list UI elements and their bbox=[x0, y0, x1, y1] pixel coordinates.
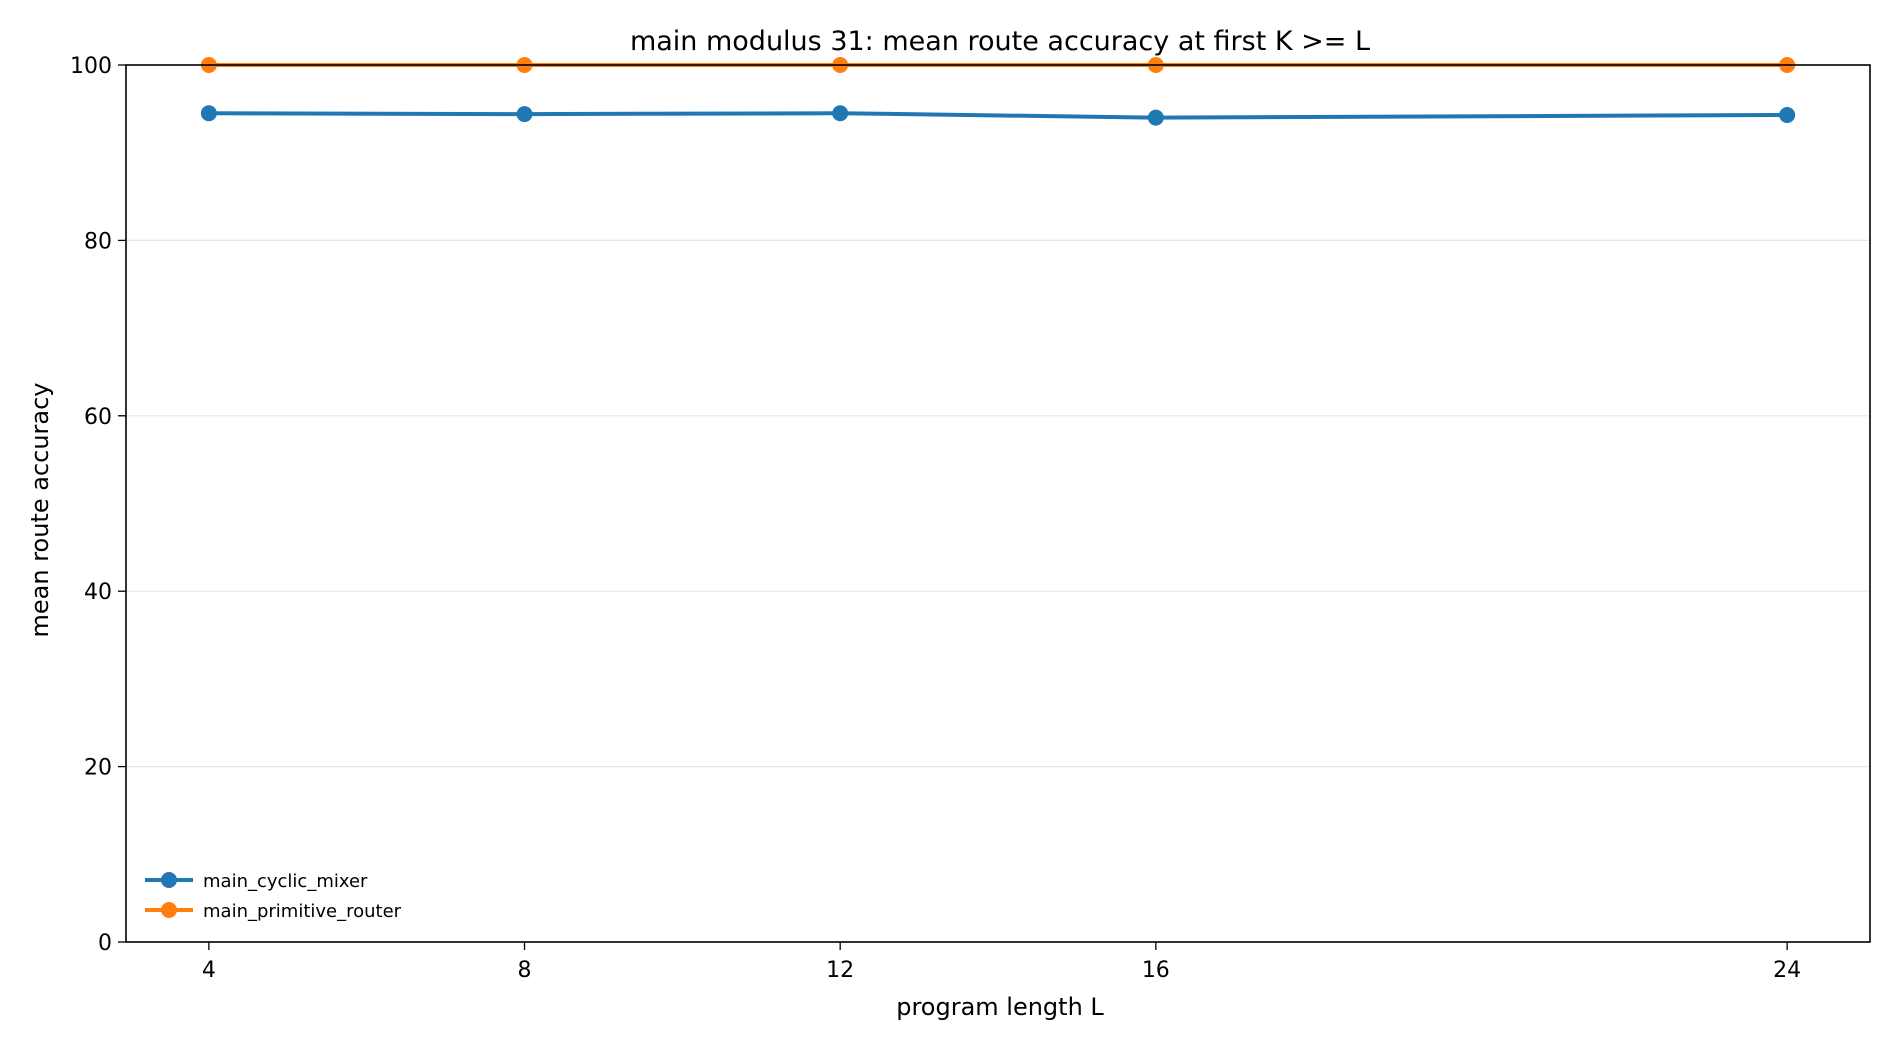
y-axis-label: mean route accuracy bbox=[26, 382, 54, 637]
legend: main_cyclic_mixer main_primitive_router bbox=[145, 871, 402, 922]
data-point-main_cyclic_mixer bbox=[1779, 106, 1796, 123]
data-point-main_cyclic_mixer bbox=[516, 106, 533, 123]
legend-marker-main_primitive_router bbox=[161, 902, 177, 918]
y-tick-label: 20 bbox=[84, 756, 112, 781]
x-axis-label: program length L bbox=[896, 993, 1104, 1021]
legend-marker-main_cyclic_mixer bbox=[161, 872, 177, 888]
x-tick-label: 8 bbox=[518, 958, 532, 983]
y-tick-label: 80 bbox=[84, 229, 112, 254]
y-tick-label: 100 bbox=[70, 54, 112, 79]
grid-layer bbox=[126, 64, 1870, 943]
chart-title: main modulus 31: mean route accuracy at … bbox=[630, 26, 1370, 57]
ticks-layer: 0 20 40 60 80 100 4 8 12 16 24 bbox=[70, 54, 1801, 983]
x-tick-label: 4 bbox=[202, 958, 216, 983]
x-tick-label: 16 bbox=[1142, 958, 1170, 983]
x-tick-label: 24 bbox=[1773, 958, 1801, 983]
data-point-main_cyclic_mixer bbox=[832, 105, 849, 122]
series-line-main_cyclic_mixer bbox=[208, 111, 1788, 120]
series-layer bbox=[200, 57, 1796, 126]
y-tick-label: 60 bbox=[84, 405, 112, 430]
y-tick-label: 0 bbox=[98, 931, 112, 956]
x-tick-label: 12 bbox=[826, 958, 854, 983]
plot-frame bbox=[125, 64, 1871, 943]
data-point-main_cyclic_mixer bbox=[200, 105, 217, 122]
data-point-main_cyclic_mixer bbox=[1147, 109, 1164, 126]
legend-label-main_primitive_router: main_primitive_router bbox=[203, 901, 402, 922]
y-tick-label: 40 bbox=[84, 580, 112, 605]
legend-label-main_cyclic_mixer: main_cyclic_mixer bbox=[203, 871, 368, 892]
